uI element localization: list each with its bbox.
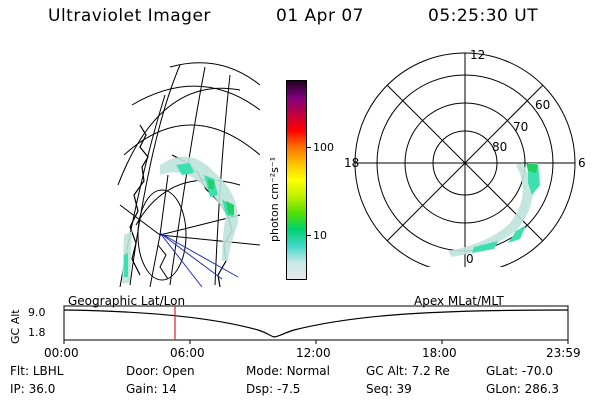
colorbar-tick-10: 10 — [313, 229, 327, 242]
colorbar-unit-label-wrap: photon cm⁻²s⁻¹ — [268, 157, 281, 242]
status-glon-value: 286.3 — [524, 382, 559, 396]
instrument-title: Ultraviolet Imager — [48, 6, 211, 26]
status-glon: GLon: 286.3 — [486, 382, 559, 396]
time-tick-0600: 06:00 — [170, 346, 205, 360]
status-filter: Flt: LBHL — [10, 364, 63, 378]
status-seq: Seq: 39 — [366, 382, 412, 396]
status-gc-alt-value: 7.2 Re — [411, 364, 450, 378]
time-tick-1800: 18:00 — [422, 346, 457, 360]
status-door: Door: Open — [126, 364, 195, 378]
status-ip-value: 36.0 — [28, 382, 56, 396]
colorbar-tick-mark-100 — [307, 147, 311, 148]
status-seq-key: Seq: — [366, 382, 393, 396]
status-mode-value: Normal — [286, 364, 330, 378]
gc-alt-axis-title: GC Alt — [9, 309, 22, 344]
colorbar — [286, 80, 307, 280]
status-glon-key: GLon: — [486, 382, 521, 396]
geographic-latlon-label: Geographic Lat/Lon — [68, 294, 186, 308]
polar-mlt-plot: 12 18 6 0 60 70 80 — [344, 48, 586, 267]
status-gc-alt: GC Alt: 7.2 Re — [366, 364, 450, 378]
status-door-key: Door: — [126, 364, 159, 378]
status-dsp: Dsp: -7.5 — [246, 382, 300, 396]
status-glat-key: GLat: — [486, 364, 519, 378]
altitude-curve — [63, 309, 569, 338]
status-gain: Gain: 14 — [126, 382, 177, 396]
status-glat-value: -70.0 — [521, 364, 553, 378]
status-dsp-key: Dsp: — [246, 382, 274, 396]
mlat-label-80: 80 — [492, 140, 507, 154]
status-gain-value: 14 — [161, 382, 177, 396]
time-tick-0000: 00:00 — [44, 346, 79, 360]
apex-mlat-mlt-label: Apex MLat/MLT — [414, 294, 504, 308]
status-filter-value: LBHL — [32, 364, 64, 378]
status-mode: Mode: Normal — [246, 364, 330, 378]
gc-alt-tick-1-8: 1.8 — [28, 326, 46, 339]
image-time: 05:25:30 UT — [428, 6, 539, 26]
mlat-label-70: 70 — [513, 120, 528, 134]
status-dsp-value: -7.5 — [276, 382, 301, 396]
status-door-value: Open — [162, 364, 195, 378]
colorbar-tick-mark-10 — [307, 235, 311, 236]
colorbar-tick-100: 100 — [313, 141, 334, 154]
gc-alt-axis-title-wrap: GC Alt — [9, 309, 22, 344]
gc-alt-tick-9: 9.0 — [28, 306, 46, 319]
colorbar-unit-label: photon cm⁻²s⁻¹ — [268, 157, 281, 242]
status-ip-key: IP: — [10, 382, 25, 396]
status-glat: GLat: -70.0 — [486, 364, 553, 378]
status-ip: IP: 36.0 — [10, 382, 55, 396]
status-gc-alt-key: GC Alt: — [366, 364, 408, 378]
mlt-label-12: 12 — [470, 48, 485, 62]
time-tick-1200: 12:00 — [296, 346, 331, 360]
time-tick-2359: 23:59 — [546, 346, 581, 360]
image-date: 01 Apr 07 — [276, 6, 364, 26]
mlt-label-6: 6 — [578, 156, 586, 170]
status-gain-key: Gain: — [126, 382, 158, 396]
geographic-projection-image — [117, 62, 260, 288]
status-mode-key: Mode: — [246, 364, 283, 378]
mlat-label-60: 60 — [535, 98, 550, 112]
mlt-label-18: 18 — [344, 156, 359, 170]
status-filter-key: Flt: — [10, 364, 29, 378]
status-seq-value: 39 — [396, 382, 412, 396]
mlt-label-0: 0 — [466, 252, 474, 266]
altitude-timeline — [63, 305, 569, 344]
